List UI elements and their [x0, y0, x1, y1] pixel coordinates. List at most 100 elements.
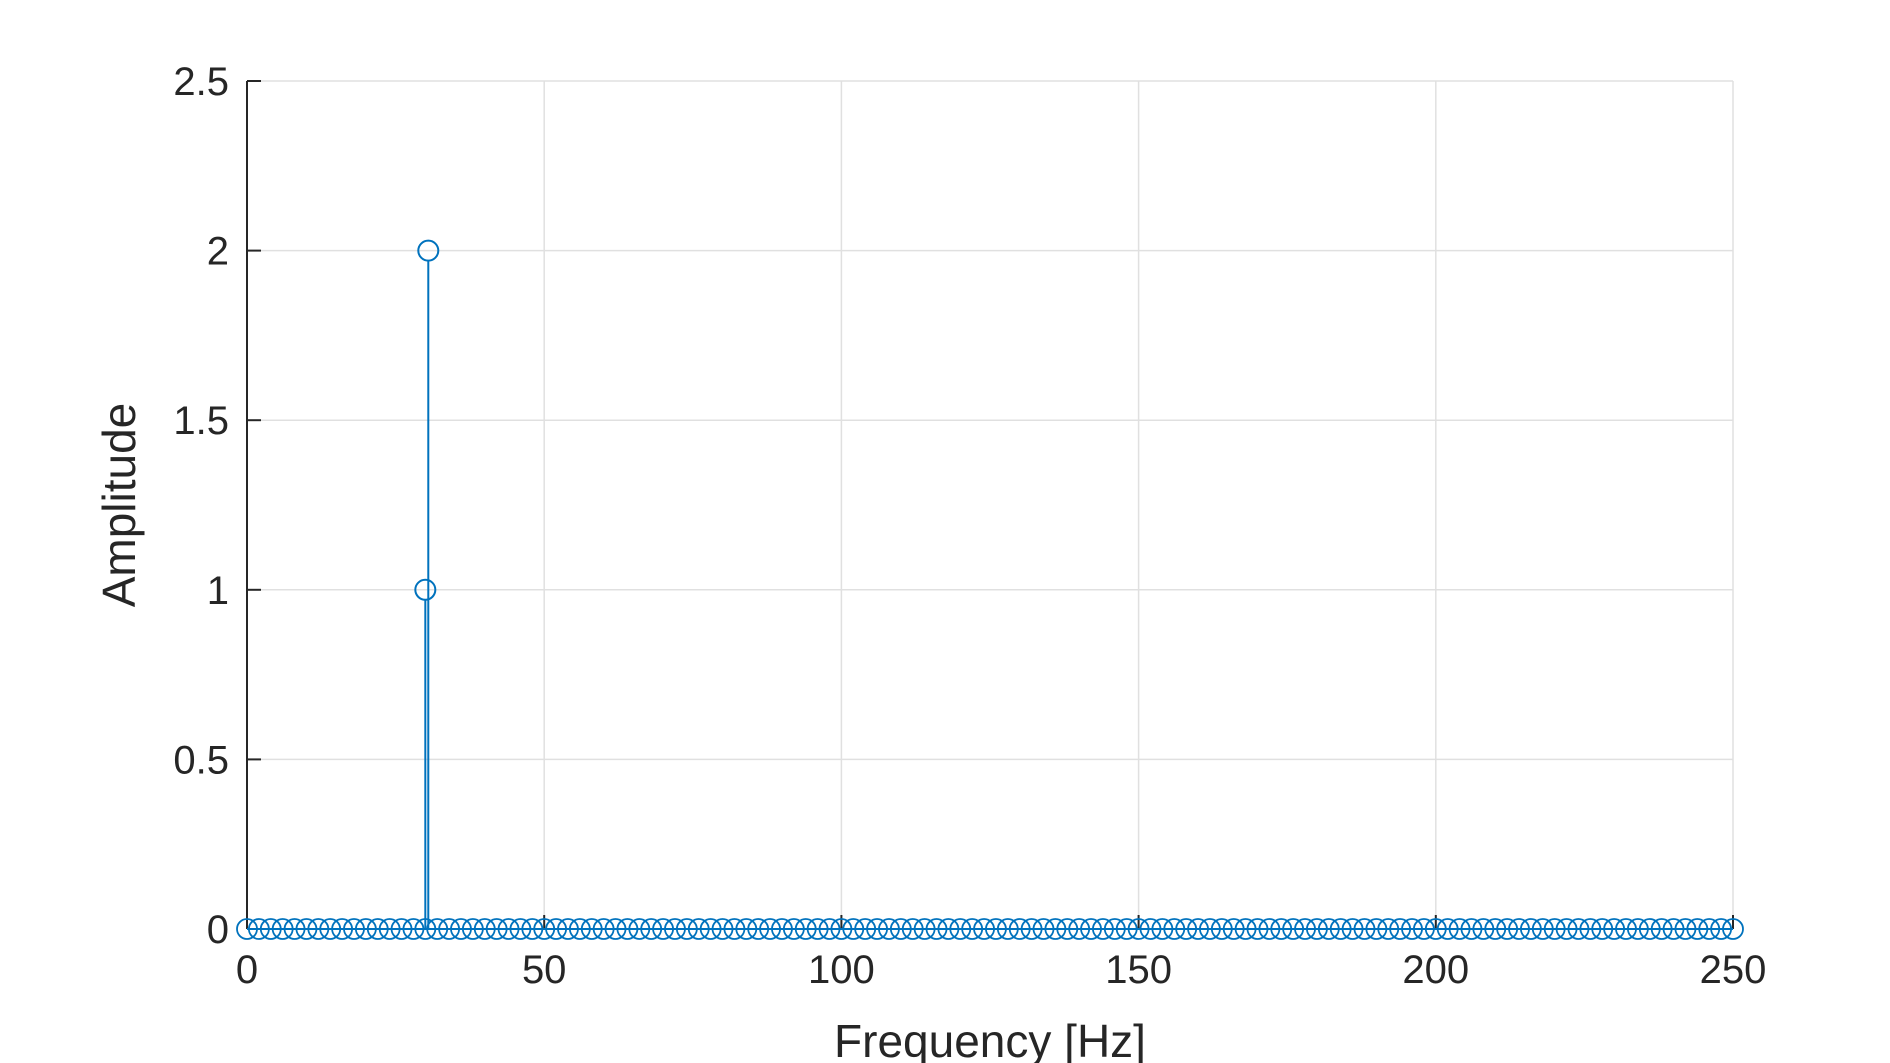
- stem-marker: [735, 918, 758, 940]
- stem-marker: [366, 918, 389, 940]
- stem-marker: [1722, 918, 1744, 940]
- stem-marker: [687, 918, 710, 940]
- stem-marker: [664, 918, 686, 940]
- stem-marker: [628, 918, 651, 940]
- stem-series: [236, 239, 1744, 940]
- stem-marker: [925, 918, 948, 940]
- stem-marker: [616, 918, 639, 940]
- stem-marker: [1424, 918, 1447, 940]
- axes: [246, 81, 1733, 930]
- stem-marker: [1650, 918, 1673, 940]
- stem-marker: [545, 918, 567, 940]
- stem-marker: [1151, 918, 1174, 940]
- stem-marker: [1210, 918, 1233, 940]
- stem-marker: [1306, 918, 1328, 940]
- stem-marker: [461, 918, 484, 940]
- stem-marker: [378, 918, 401, 940]
- stem-marker: [497, 918, 520, 940]
- stem-marker: [1341, 918, 1364, 940]
- stem-marker: [1365, 918, 1388, 940]
- y-tick-label: 1: [207, 569, 229, 613]
- stem-marker: [1139, 918, 1162, 940]
- stem-marker: [533, 918, 556, 940]
- stem-marker: [426, 918, 449, 940]
- x-tick-label: 50: [522, 948, 567, 992]
- stem-marker: [1175, 918, 1198, 940]
- stem-marker: [1448, 918, 1471, 940]
- stem-marker: [1056, 918, 1079, 940]
- stem-marker: [343, 918, 365, 940]
- y-tick-label: 2: [207, 230, 229, 274]
- stem-marker: [1270, 918, 1293, 940]
- x-axis-label: Frequency [Hz]: [834, 1015, 1146, 1063]
- stem-marker: [711, 918, 734, 940]
- stem-marker: [557, 918, 579, 940]
- stem-marker: [1710, 918, 1733, 940]
- stem-marker: [331, 918, 354, 940]
- stem-marker: [473, 918, 496, 940]
- y-axis-ticks: 0 0.5 1 1.5 2 2.5: [173, 60, 261, 952]
- stem-marker: [1092, 918, 1114, 940]
- stem-marker: [1115, 918, 1138, 940]
- stem-marker: [521, 918, 544, 940]
- stem-marker: [390, 918, 413, 940]
- stem-marker: [1472, 918, 1495, 940]
- stem-marker: [1282, 918, 1305, 940]
- stem-marker: [1591, 918, 1614, 940]
- stem-marker: [1222, 918, 1245, 940]
- stem-marker: [723, 918, 746, 940]
- stem-marker: [1187, 918, 1209, 940]
- stem-marker: [1068, 918, 1091, 940]
- stem-marker: [1032, 918, 1055, 940]
- stem-marker: [889, 918, 912, 940]
- stem-marker: [878, 918, 900, 940]
- stem-marker: [271, 918, 294, 940]
- stem-marker: [402, 918, 425, 940]
- stem-marker: [1508, 918, 1530, 940]
- stem-marker: [699, 918, 722, 940]
- stem-marker: [1543, 918, 1566, 940]
- stem-marker: [568, 918, 591, 940]
- stem-marker: [842, 918, 865, 940]
- stem-marker: [1626, 918, 1649, 940]
- stem-marker: [1413, 918, 1435, 940]
- stem-marker: [866, 918, 888, 940]
- stem-marker: [1603, 918, 1626, 940]
- stem-marker: [818, 918, 841, 940]
- stem-marker: [283, 918, 306, 940]
- x-tick-label: 250: [1700, 948, 1767, 992]
- stem-marker: [1317, 918, 1340, 940]
- x-tick-label: 100: [808, 948, 875, 992]
- stem-marker: [1258, 918, 1281, 940]
- stem-marker: [1520, 918, 1542, 940]
- stem-marker: [675, 918, 698, 940]
- stem-marker: [319, 918, 342, 940]
- stem-marker: [830, 918, 853, 940]
- stem-marker: [794, 918, 817, 940]
- stem-marker: [295, 918, 318, 940]
- x-axis-ticks: 0 50 100 150 200 250: [236, 915, 1767, 992]
- stem-marker: [996, 918, 1019, 940]
- stem-marker-peak: [414, 578, 437, 601]
- stem-marker: [438, 918, 460, 940]
- y-tick-label: 1.5: [173, 399, 229, 443]
- stem-marker: [1401, 918, 1423, 940]
- stem-marker: [1436, 918, 1459, 940]
- stem-marker: [1531, 918, 1554, 940]
- stem-marker: [1460, 918, 1483, 940]
- grid: [247, 80, 1734, 929]
- stem-marker-peak: [417, 239, 440, 262]
- stem-marker: [1638, 918, 1661, 940]
- stem-marker: [961, 918, 984, 940]
- stem-marker: [1496, 918, 1519, 940]
- stem-marker: [354, 918, 377, 940]
- stem-marker: [1080, 918, 1102, 940]
- stem-marker: [1163, 918, 1186, 940]
- stem-marker: [592, 918, 615, 940]
- stem-marker: [1294, 918, 1316, 940]
- stem-marker: [640, 918, 663, 940]
- stem-marker: [973, 918, 995, 940]
- stem-marker: [949, 918, 972, 940]
- stem-marker: [1377, 918, 1400, 940]
